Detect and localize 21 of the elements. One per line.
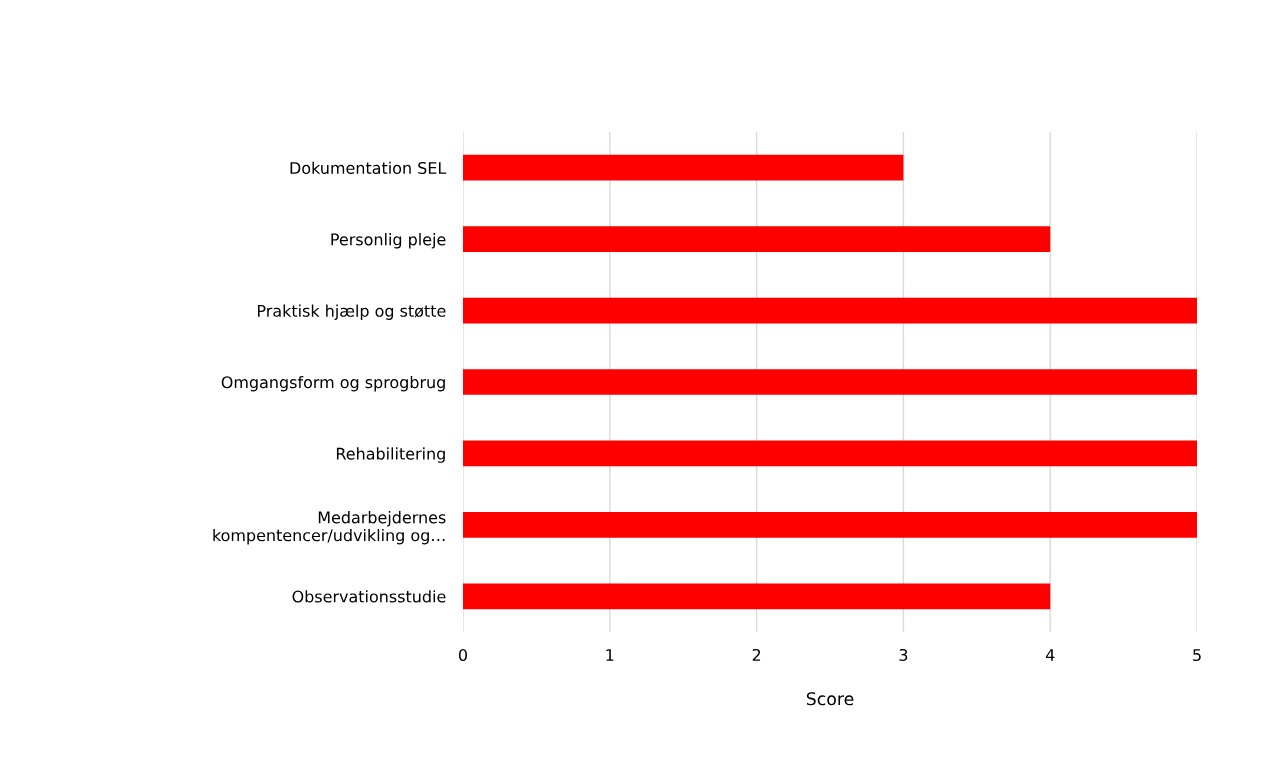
x-tick-label: 3	[899, 648, 908, 662]
bar	[462, 511, 1198, 538]
x-tick-label: 5	[1193, 649, 1201, 662]
bar	[462, 154, 904, 181]
bar	[462, 226, 1051, 253]
x-tick-label: 0	[458, 648, 467, 662]
y-tick-label: Medarbejdernes kompentencer/udvikling og…	[213, 511, 446, 545]
y-tick-label: Rehabilitering	[336, 447, 445, 463]
x-axis-title: Score	[806, 692, 854, 706]
bar	[462, 583, 1051, 610]
y-tick-label: Praktisk hjælp og støtte	[257, 304, 446, 320]
y-tick-label: Observationsstudie	[292, 590, 446, 603]
bar	[462, 297, 1198, 324]
y-tick-label: Omgangsform og sprogbrug	[221, 375, 445, 392]
x-tick-label: 2	[752, 648, 761, 661]
x-tick-label: 4	[1045, 649, 1055, 661]
bar	[462, 440, 1198, 467]
x-tick-label: 1	[606, 649, 614, 661]
bar	[462, 369, 1198, 395]
y-tick-label: Dokumentation SEL	[290, 161, 447, 175]
y-tick-label: Personlig pleje	[331, 233, 446, 249]
